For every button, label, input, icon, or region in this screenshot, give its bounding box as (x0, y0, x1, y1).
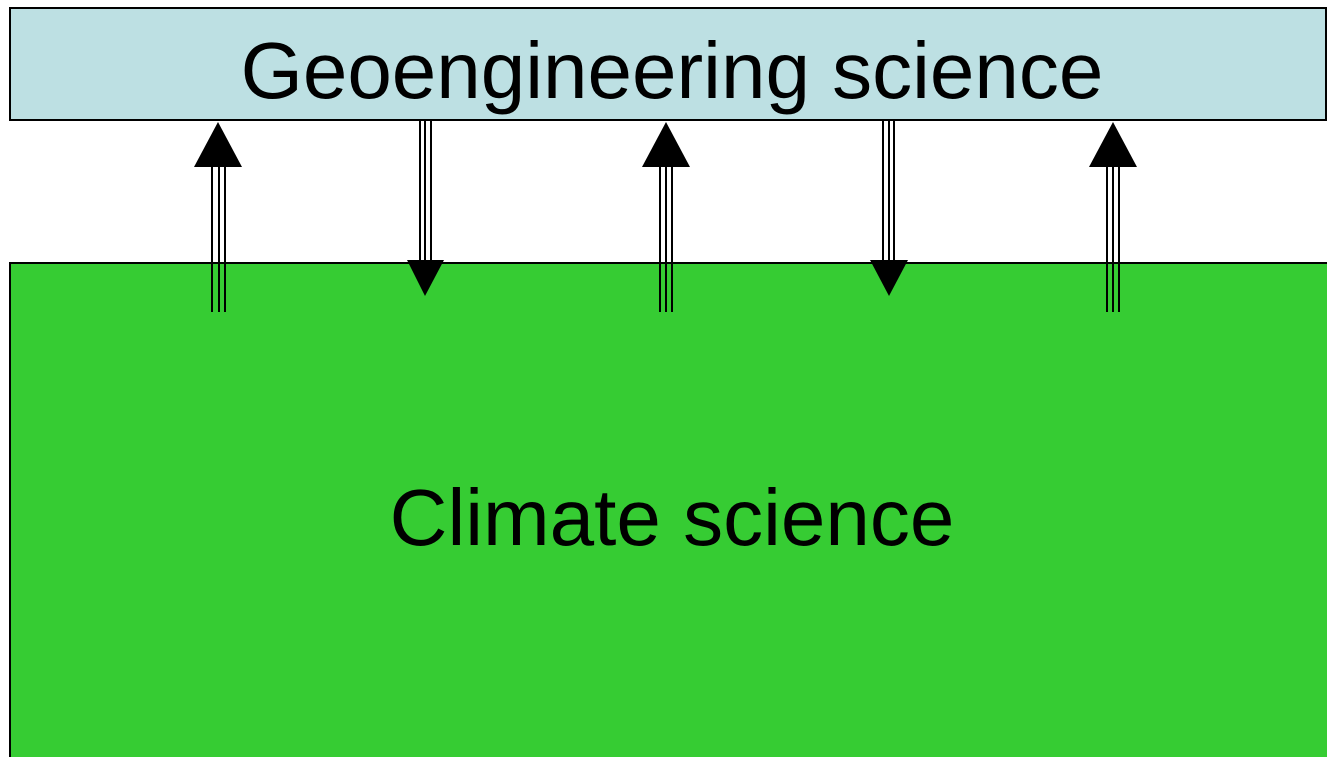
up-arrow (642, 122, 690, 312)
climate-box (9, 262, 1327, 757)
down-arrow (870, 120, 908, 296)
climate-label: Climate science (390, 473, 955, 562)
up-arrow (1089, 122, 1137, 312)
geoengineering-label: Geoengineering science (241, 26, 1104, 115)
arrows (194, 120, 1137, 312)
up-arrow (194, 122, 242, 312)
geoengineering-box (9, 7, 1327, 121)
down-arrow (407, 120, 444, 296)
